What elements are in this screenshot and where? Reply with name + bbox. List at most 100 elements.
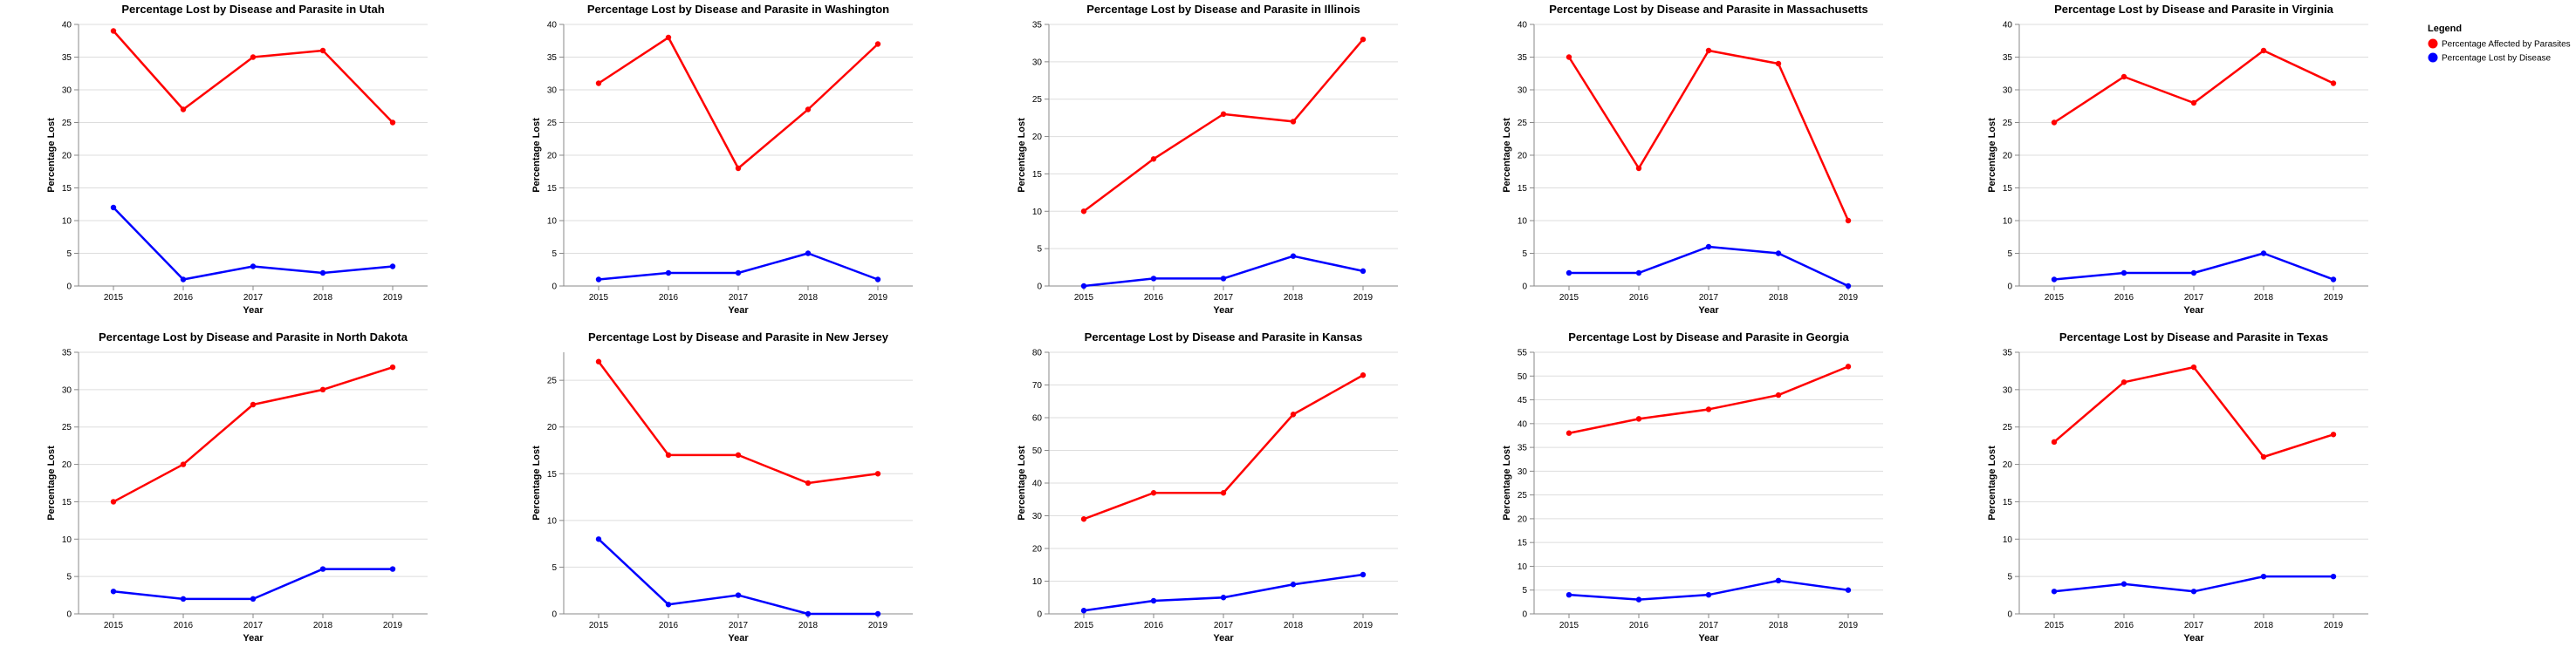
x-tick-label: 2015: [2045, 621, 2065, 630]
x-axis-title: Year: [2183, 633, 2204, 644]
data-point: [110, 499, 117, 505]
x-tick-label: 2018: [798, 293, 819, 303]
y-tick-label: 40: [1032, 480, 1043, 489]
y-tick-label: 15: [1032, 170, 1043, 180]
x-tick-label: 2019: [868, 621, 888, 630]
data-point: [250, 596, 257, 603]
y-tick-label: 20: [1518, 152, 1528, 161]
chart-panel: 0 5 10 15 20 25 2015 2016 2017 2018 2019 Percentage…: [531, 330, 913, 644]
y-tick-label: 0: [1037, 283, 1042, 292]
x-tick-label: 2016: [659, 293, 679, 303]
x-tick-label: 2017: [729, 621, 749, 630]
x-tick-label: 2019: [383, 621, 403, 630]
y-tick-label: 10: [1032, 208, 1043, 217]
y-axis-title: Percentage Lost: [1502, 118, 1512, 193]
y-tick-label: 40: [2003, 21, 2013, 31]
series-line: [1083, 573, 1364, 612]
x-tick-label: 2019: [2324, 293, 2344, 303]
y-tick-label: 5: [552, 563, 557, 573]
series-line: [1569, 245, 1849, 288]
x-axis-title: Year: [728, 633, 749, 644]
y-tick-label: 30: [1032, 58, 1043, 67]
y-tick-label: 30: [1032, 512, 1043, 521]
y-tick-label: 80: [1032, 349, 1043, 358]
y-tick-label: 35: [1518, 444, 1528, 453]
data-point: [2051, 276, 2058, 283]
y-tick-label: 30: [62, 86, 72, 96]
data-point: [1360, 268, 1367, 275]
data-point: [1845, 587, 1852, 593]
x-tick-label: 2018: [1769, 293, 1789, 303]
data-point: [1360, 372, 1367, 378]
y-tick-label: 30: [547, 86, 558, 96]
x-tick-label: 2016: [174, 293, 194, 303]
data-point: [805, 480, 812, 487]
data-point: [2190, 269, 2197, 276]
x-tick-label: 2015: [1074, 621, 1094, 630]
data-point: [2260, 250, 2267, 256]
data-point: [2330, 432, 2337, 438]
y-tick-label: 15: [1518, 184, 1528, 194]
data-point: [1635, 596, 1642, 603]
y-tick-label: 35: [62, 349, 72, 358]
data-point: [1290, 253, 1297, 259]
data-point: [1775, 60, 1782, 67]
y-tick-label: 25: [547, 119, 558, 128]
y-tick-label: 20: [2003, 460, 2013, 470]
data-point: [250, 54, 257, 60]
y-axis-title: Percentage Lost: [1987, 446, 1997, 521]
x-axis-title: Year: [243, 633, 264, 644]
y-tick-label: 20: [1032, 133, 1043, 142]
x-tick-label: 2018: [2254, 621, 2274, 630]
data-point: [874, 276, 881, 283]
chart-title: Percentage Lost by Disease and Parasite …: [1549, 3, 1868, 16]
chart-title: Percentage Lost by Disease and Parasite …: [2054, 3, 2334, 16]
data-point: [1845, 217, 1852, 224]
data-point: [874, 41, 881, 47]
y-tick-label: 20: [547, 423, 558, 432]
series-line: [2053, 365, 2334, 459]
y-tick-label: 10: [1518, 217, 1528, 227]
chart-title: Percentage Lost by Disease and Parasite …: [1568, 330, 1849, 344]
data-point: [805, 610, 812, 617]
x-tick-label: 2019: [1839, 293, 1859, 303]
x-axis-title: Year: [2183, 305, 2204, 316]
x-tick-label: 2018: [1769, 621, 1789, 630]
data-point: [665, 452, 672, 459]
x-tick-label: 2018: [1284, 621, 1304, 630]
legend-title: Legend: [2428, 24, 2462, 34]
y-tick-label: 15: [62, 498, 72, 507]
x-tick-label: 2015: [1559, 293, 1579, 303]
series-line: [1083, 374, 1364, 521]
data-point: [319, 386, 326, 393]
data-point: [665, 602, 672, 608]
data-point: [2190, 589, 2197, 595]
x-tick-label: 2016: [659, 621, 679, 630]
y-tick-label: 0: [1522, 283, 1527, 292]
data-point: [1360, 571, 1367, 578]
data-point: [180, 106, 187, 112]
data-point: [1565, 591, 1572, 598]
data-point: [1775, 392, 1782, 398]
data-point: [1705, 243, 1712, 250]
y-tick-label: 35: [2003, 349, 2013, 358]
x-tick-label: 2016: [1629, 293, 1649, 303]
data-point: [250, 263, 257, 269]
y-tick-label: 50: [1518, 372, 1528, 382]
x-tick-label: 2017: [2184, 621, 2204, 630]
y-tick-label: 35: [2003, 53, 2013, 63]
y-tick-label: 25: [547, 377, 558, 386]
y-tick-label: 20: [547, 152, 558, 161]
data-point: [2260, 573, 2267, 580]
data-point: [2051, 589, 2058, 595]
data-point: [595, 80, 602, 86]
data-point: [389, 119, 396, 126]
x-axis-title: Year: [1698, 305, 1719, 316]
data-point: [2051, 439, 2058, 446]
x-axis-title: Year: [1213, 305, 1234, 316]
series-line: [598, 538, 878, 616]
data-point: [1290, 412, 1297, 418]
data-point: [805, 106, 812, 112]
series-line: [1083, 38, 1364, 213]
series-line: [1567, 49, 1850, 221]
